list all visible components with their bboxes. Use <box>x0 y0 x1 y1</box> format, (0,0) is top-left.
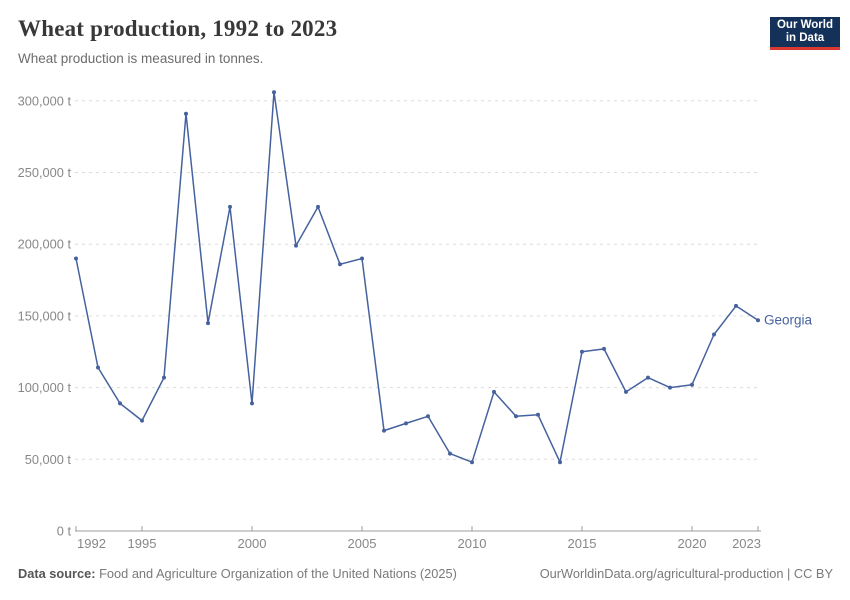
data-point-2018[interactable] <box>646 375 650 380</box>
data-point-2006[interactable] <box>382 428 386 433</box>
data-point-2002[interactable] <box>294 243 298 248</box>
data-point-1992[interactable] <box>74 256 78 261</box>
data-point-2014[interactable] <box>558 460 562 465</box>
series-label-georgia[interactable]: Georgia <box>764 313 813 328</box>
data-point-2017[interactable] <box>624 389 628 394</box>
data-source: Data source: Food and Agriculture Organi… <box>18 566 457 581</box>
y-tick-label: 0 t <box>57 523 72 538</box>
data-point-2005[interactable] <box>360 256 364 261</box>
x-tick-label: 2020 <box>678 536 707 551</box>
data-point-2022[interactable] <box>734 303 738 308</box>
data-point-2003[interactable] <box>316 204 320 209</box>
data-point-1994[interactable] <box>118 401 122 406</box>
data-point-2001[interactable] <box>272 90 276 95</box>
y-tick-label: 200,000 t <box>18 237 72 252</box>
page-title: Wheat production, 1992 to 2023 <box>18 16 338 41</box>
data-point-2023[interactable] <box>756 318 760 323</box>
y-tick-label: 150,000 t <box>18 308 72 323</box>
data-source-text: Food and Agriculture Organization of the… <box>99 566 457 581</box>
data-point-2008[interactable] <box>426 414 430 419</box>
data-point-2021[interactable] <box>712 332 716 337</box>
data-point-1993[interactable] <box>96 365 100 370</box>
x-tick-label: 2010 <box>458 536 487 551</box>
owid-logo-line2: in Data <box>785 32 825 44</box>
x-tick-label: 1995 <box>128 536 157 551</box>
owid-logo[interactable]: Our World in Data <box>770 17 840 50</box>
footer: Data source: Food and Agriculture Organi… <box>18 566 833 581</box>
data-point-2004[interactable] <box>338 262 342 267</box>
data-point-1995[interactable] <box>140 418 144 423</box>
x-tick-label: 2023 <box>732 536 761 551</box>
data-point-1996[interactable] <box>162 375 166 380</box>
data-point-1999[interactable] <box>228 204 232 209</box>
x-tick-label: 2015 <box>568 536 597 551</box>
owid-logo-line1: Our World <box>776 19 833 31</box>
data-line-georgia[interactable] <box>75 91 759 463</box>
data-point-2012[interactable] <box>514 414 518 419</box>
y-tick-label: 100,000 t <box>18 380 72 395</box>
data-point-2009[interactable] <box>448 451 452 456</box>
data-point-2000[interactable] <box>250 401 254 406</box>
x-tick-label: 2005 <box>348 536 377 551</box>
y-tick-label: 50,000 t <box>25 452 72 467</box>
y-tick-label: 300,000 t <box>18 93 72 108</box>
data-point-2010[interactable] <box>470 460 474 465</box>
data-point-2011[interactable] <box>492 389 496 394</box>
data-point-2013[interactable] <box>536 412 540 417</box>
data-point-2016[interactable] <box>602 346 606 351</box>
chart-subtitle: Wheat production is measured in tonnes. <box>18 51 264 66</box>
data-point-2015[interactable] <box>580 349 584 354</box>
data-point-2019[interactable] <box>668 385 672 390</box>
y-tick-label: 250,000 t <box>18 165 72 180</box>
data-point-2020[interactable] <box>690 382 694 387</box>
x-tick-label: 2000 <box>238 536 267 551</box>
data-point-2007[interactable] <box>404 421 408 426</box>
x-tick-label: 1992 <box>77 536 106 551</box>
data-point-1997[interactable] <box>184 111 188 116</box>
owid-citation-link[interactable]: OurWorldinData.org/agricultural-producti… <box>539 566 833 581</box>
data-source-label: Data source: <box>18 566 96 581</box>
data-point-1998[interactable] <box>206 321 210 326</box>
